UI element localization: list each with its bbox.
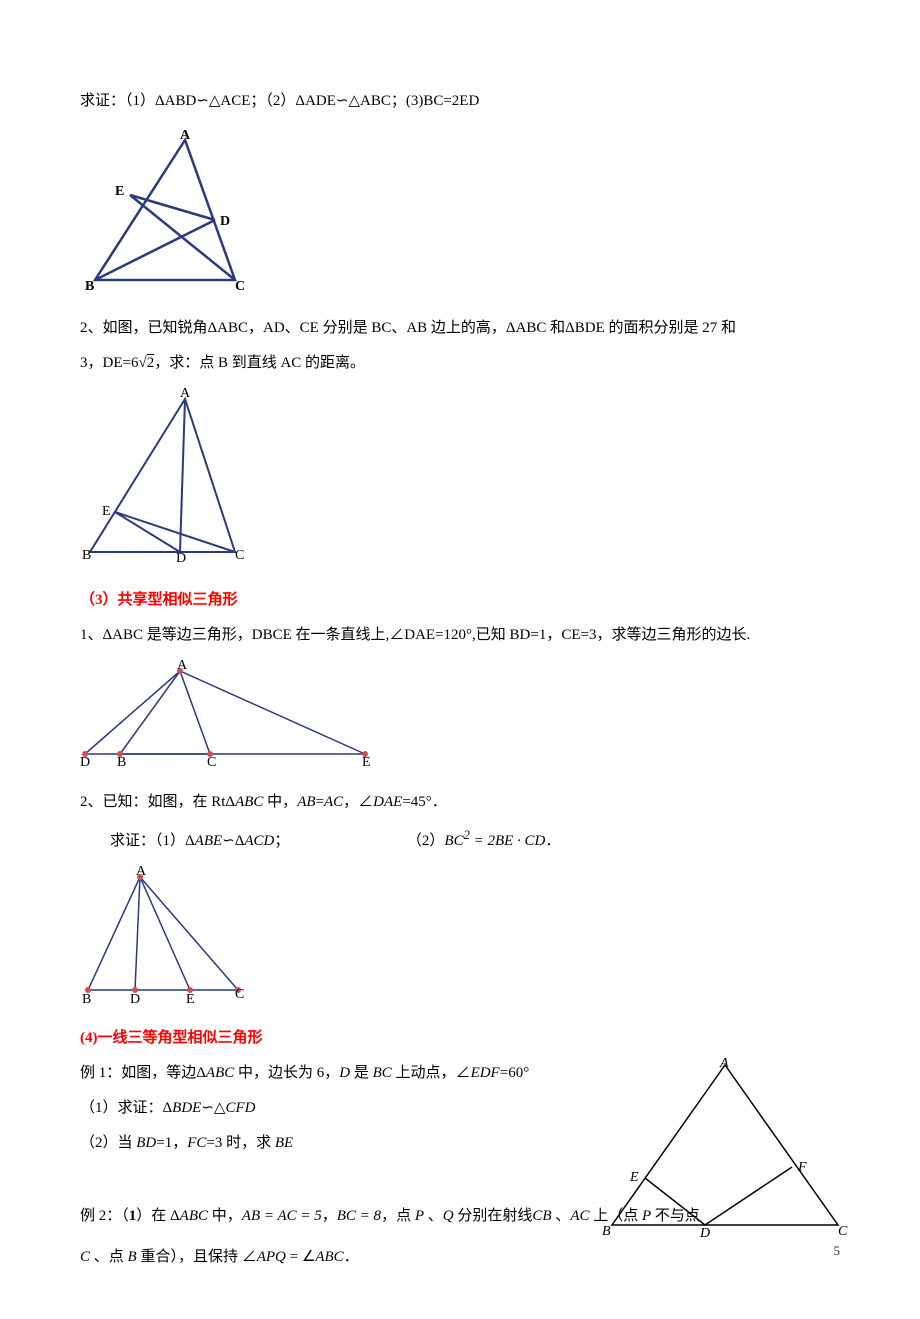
label-D: D — [220, 214, 230, 229]
label-A: A — [719, 1056, 729, 1071]
section-4-title: (4)一线三等角型相似三角形 — [80, 1025, 840, 1052]
label-D: D — [80, 755, 90, 769]
label-B: B — [117, 755, 126, 769]
label-C: C — [207, 755, 216, 769]
question-2-line2: 3，DE=6√2，求：点 B 到直线 AC 的距离。 — [80, 350, 840, 377]
figure-5: A B C D E F — [600, 1055, 850, 1250]
section-3-title: （3）共享型相似三角形 — [80, 587, 840, 614]
label-A: A — [136, 865, 147, 879]
label-D: D — [699, 1226, 710, 1240]
label-A: A — [180, 387, 191, 401]
label-E: E — [629, 1170, 639, 1185]
figure-4: A B D E C — [80, 865, 840, 1015]
label-E: E — [102, 504, 111, 519]
label-A: A — [180, 128, 191, 143]
label-C: C — [838, 1224, 848, 1239]
label-C: C — [235, 987, 244, 1002]
label-B: B — [82, 992, 91, 1005]
section-3-q1: 1、ΔABC 是等边三角形，DBCE 在一条直线上,∠DAE=120°,已知 B… — [80, 622, 840, 649]
label-E: E — [362, 755, 371, 769]
figure-2: A B C D E — [80, 387, 840, 577]
label-D: D — [130, 992, 140, 1005]
label-B: B — [82, 548, 91, 563]
question-2-line1: 2、如图，已知锐角ΔABC，AD、CE 分别是 BC、AB 边上的高，ΔABC … — [80, 315, 840, 342]
label-B: B — [602, 1224, 611, 1239]
label-D: D — [176, 551, 186, 566]
label-C: C — [235, 548, 244, 563]
label-E: E — [186, 992, 195, 1005]
section-3-q2-prove: 求证：（1）ΔABE∽ΔACD； （2）BC2 = 2BE · CD． — [80, 824, 840, 855]
label-B: B — [85, 279, 94, 294]
figure-3: A D B C E — [80, 659, 840, 779]
section-3-q2-line1: 2、已知：如图，在 RtΔABC 中，AB=AC，∠DAE=45°． — [80, 789, 840, 816]
label-A: A — [177, 659, 188, 673]
label-C: C — [235, 279, 245, 294]
proof-statement-1: 求证：（1）ΔABD∽△ACE；（2）ΔADE∽△ABC；(3)BC=2ED — [80, 88, 840, 115]
page-number: 5 — [834, 1239, 841, 1262]
label-F: F — [797, 1160, 807, 1175]
label-E: E — [115, 184, 124, 199]
figure-1: A B C D E — [80, 125, 840, 305]
